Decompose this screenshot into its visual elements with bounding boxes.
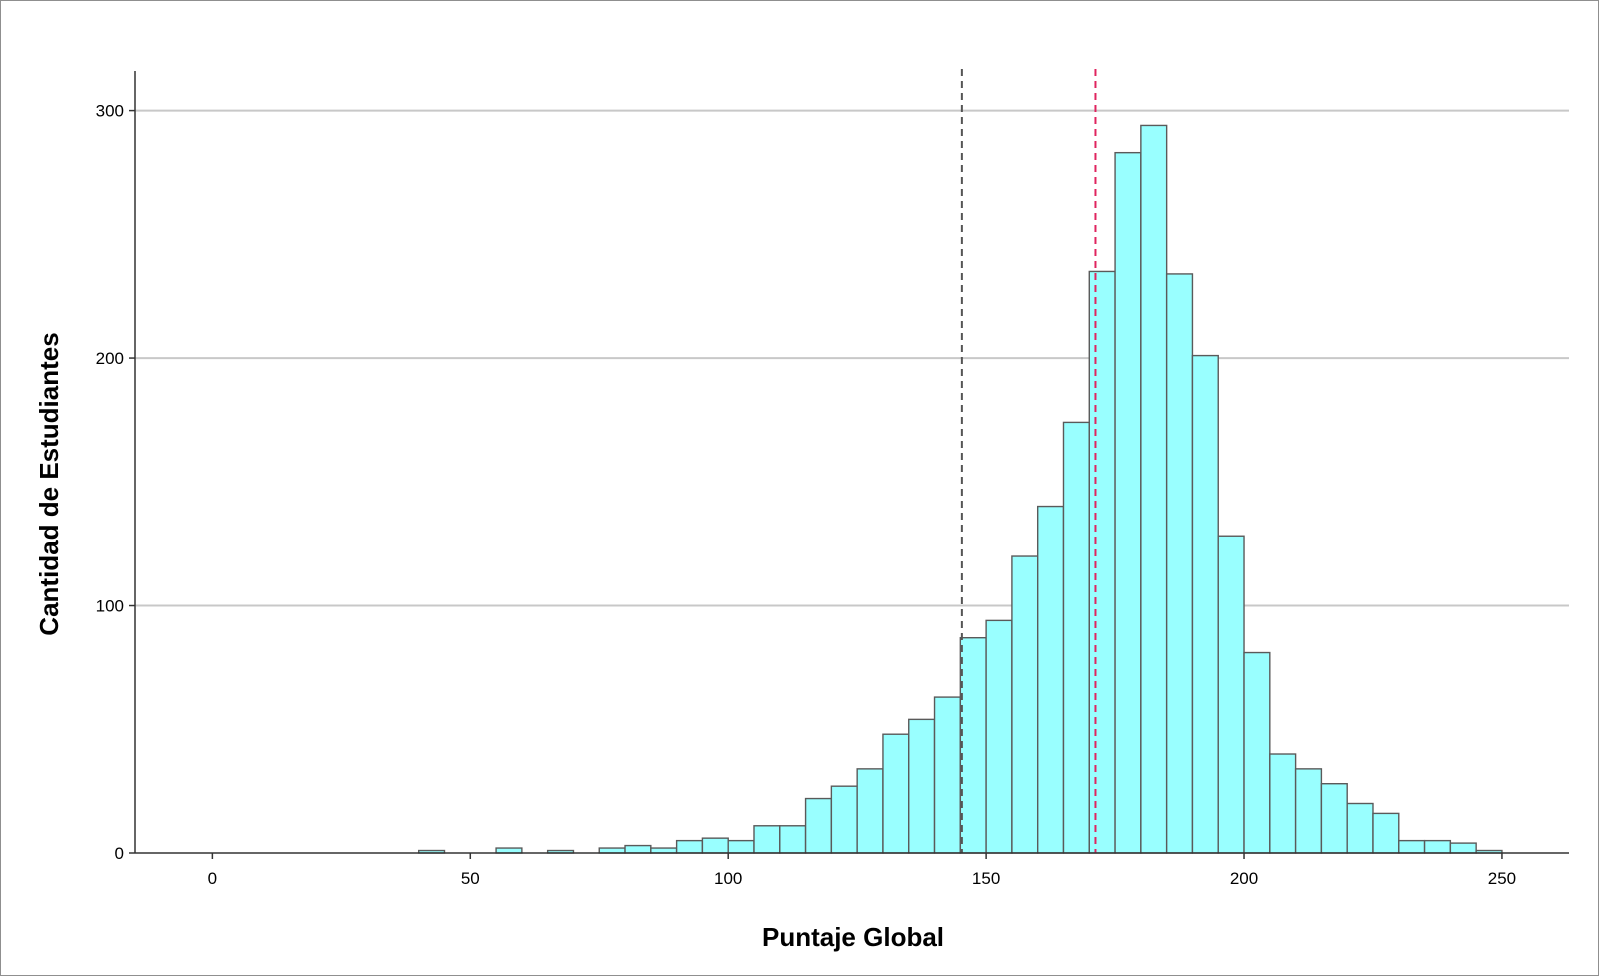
histogram-bar-25 bbox=[1165, 273, 1194, 854]
histogram-bar-36 bbox=[1449, 842, 1477, 854]
x-axis-title: Puntaje Global bbox=[762, 922, 944, 952]
x-tick-label-150: 150 bbox=[972, 869, 1000, 888]
histogram-bar-29 bbox=[1269, 753, 1297, 854]
histogram-bar-21 bbox=[1062, 421, 1090, 854]
histogram-bar-8 bbox=[727, 839, 755, 854]
x-axis-ticks: 0 50 100 150 200 250 bbox=[208, 853, 1516, 888]
histogram-bar-4 bbox=[624, 844, 652, 854]
histogram-bar-22 bbox=[1088, 270, 1116, 854]
histogram-bar-12 bbox=[830, 785, 858, 854]
histogram-bar-34 bbox=[1398, 839, 1426, 854]
histogram-bar-15 bbox=[908, 718, 936, 854]
x-tick-label-0: 0 bbox=[208, 869, 217, 888]
histogram-bar-9 bbox=[753, 825, 781, 854]
y-axis-title: Cantidad de Estudiantes bbox=[34, 332, 64, 635]
x-tick-label-100: 100 bbox=[714, 869, 742, 888]
y-tick-label-100: 100 bbox=[96, 597, 124, 616]
histogram-bar-10 bbox=[779, 825, 807, 854]
x-tick-label-50: 50 bbox=[461, 869, 480, 888]
y-tick-label-0: 0 bbox=[115, 844, 124, 863]
histogram-bar-19 bbox=[1011, 555, 1039, 854]
histogram-bar-14 bbox=[882, 733, 910, 854]
y-tick-label-200: 200 bbox=[96, 349, 124, 368]
histogram-bar-13 bbox=[856, 768, 884, 854]
histogram-bar-17 bbox=[959, 637, 987, 854]
reference-lines bbox=[960, 69, 1097, 853]
histogram-bar-7 bbox=[701, 837, 729, 854]
histogram-bar-27 bbox=[1217, 535, 1245, 854]
gridlines bbox=[135, 109, 1569, 607]
histogram-bar-28 bbox=[1243, 651, 1271, 854]
y-axis-ticks: 0 100 200 300 bbox=[96, 102, 135, 863]
y-tick-label-300: 300 bbox=[96, 102, 124, 121]
histogram-bar-30 bbox=[1294, 768, 1323, 854]
histogram-bar-6 bbox=[675, 839, 704, 854]
histogram-bar-32 bbox=[1346, 802, 1374, 854]
histogram-bar-16 bbox=[933, 696, 962, 854]
histogram-bar-26 bbox=[1191, 354, 1219, 854]
x-tick-label-200: 200 bbox=[1230, 869, 1258, 888]
histogram-bar-23 bbox=[1114, 151, 1142, 854]
histogram-bar-35 bbox=[1423, 839, 1452, 854]
histogram-bars bbox=[418, 124, 1503, 854]
histogram-bar-33 bbox=[1372, 812, 1400, 854]
histogram-bar-18 bbox=[985, 619, 1013, 854]
histogram-bar-31 bbox=[1320, 783, 1348, 854]
histogram-bar-20 bbox=[1036, 505, 1065, 854]
histogram-bar-11 bbox=[804, 797, 833, 854]
histogram-bar-24 bbox=[1140, 124, 1168, 854]
axes bbox=[134, 71, 1569, 854]
x-tick-label-250: 250 bbox=[1488, 869, 1516, 888]
